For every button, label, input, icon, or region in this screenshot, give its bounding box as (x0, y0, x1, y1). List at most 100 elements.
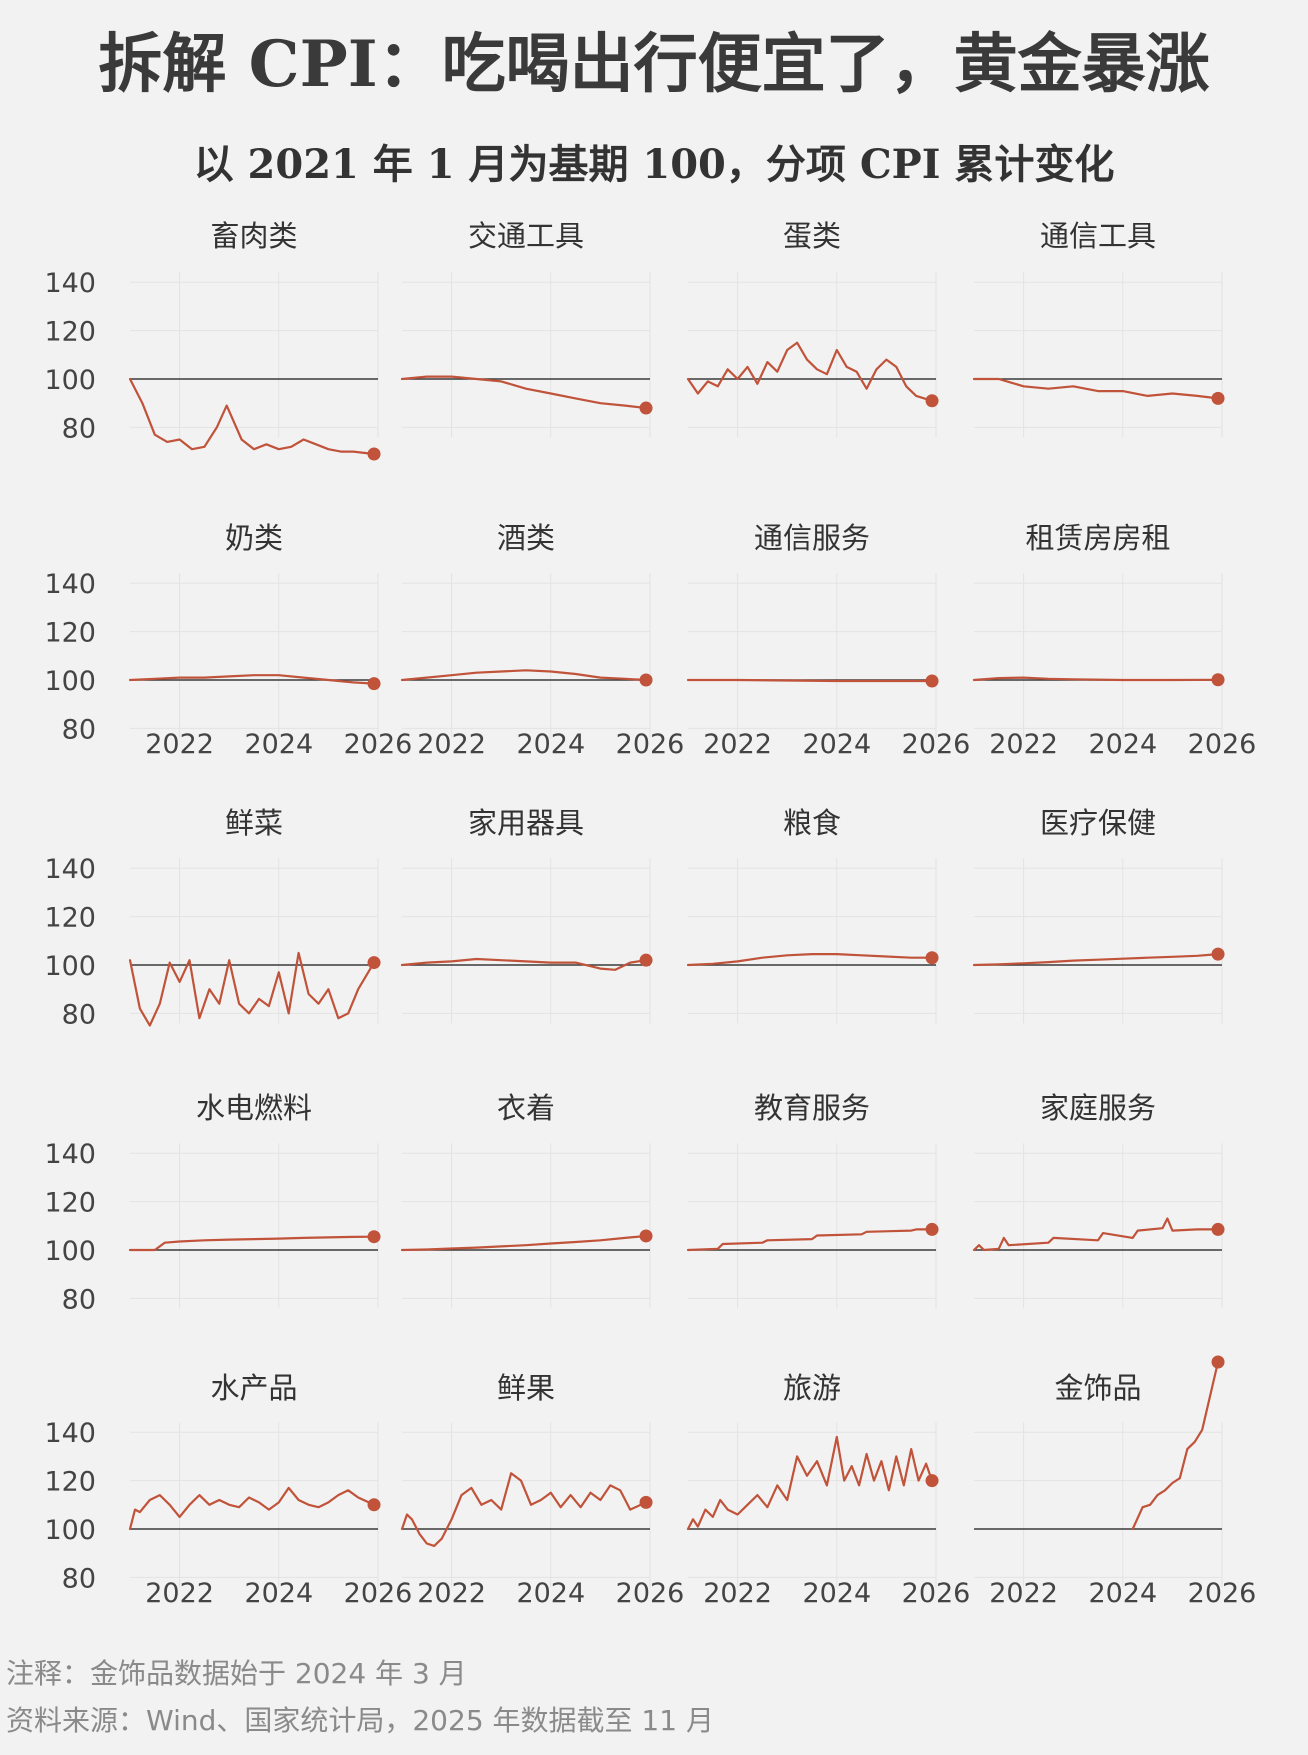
panel-3: 蛋类 (686, 219, 939, 438)
series-end-point (1211, 391, 1225, 405)
series-end-point (925, 951, 939, 965)
panel-14: 衣着 (400, 1091, 653, 1309)
panel-title: 畜肉类 (210, 219, 297, 253)
x-tick-label: 2026 (616, 729, 685, 760)
panel-title: 奶类 (225, 521, 283, 555)
series-end-point (367, 677, 381, 691)
x-tick-label: 2024 (516, 729, 585, 760)
x-tick-label: 2024 (516, 1578, 585, 1609)
footnote: 注释：金饰品数据始于 2024 年 3 月 (6, 1657, 467, 1690)
series-line (972, 676, 1220, 682)
x-tick-label: 2026 (616, 1578, 685, 1609)
panel-title: 衣着 (497, 1091, 555, 1125)
panel-19: 旅游 2022 2024 2026 (686, 1371, 971, 1609)
y-tick-label: 140 (44, 854, 96, 885)
x-tick-label: 2024 (1088, 729, 1157, 760)
panel-20: 金饰品 2022 2024 2026 (974, 1355, 1257, 1609)
series-line (128, 1235, 376, 1252)
series-end-point (925, 674, 939, 688)
x-tick-label: 2022 (145, 1578, 214, 1609)
chart-subtitle: 以 2021 年 1 月为基期 100，分项 CPI 累计变化 (194, 141, 1115, 188)
x-tick-label: 2022 (145, 729, 214, 760)
x-tick-label: 2024 (802, 729, 871, 760)
y-tick-label: 120 (44, 1467, 96, 1498)
panel-title: 金饰品 (1054, 1371, 1141, 1405)
y-tick-label: 100 (44, 951, 96, 982)
series-end-point (367, 1230, 381, 1244)
y-tick-label: 80 (62, 1563, 96, 1594)
panel-title: 鲜果 (497, 1371, 555, 1405)
series-end-point (1211, 947, 1225, 961)
panel-title: 水产品 (210, 1371, 297, 1405)
series-line (1131, 1360, 1220, 1531)
x-tick-label: 2022 (989, 729, 1058, 760)
y-tick-label: 120 (44, 903, 96, 934)
series-end-point (1211, 1222, 1225, 1236)
series-line (400, 1234, 648, 1252)
x-tick-label: 2026 (344, 729, 413, 760)
x-tick-label: 2022 (989, 1578, 1058, 1609)
series-end-point (367, 956, 381, 970)
series-end-point (639, 673, 653, 687)
series-end-point (639, 1229, 653, 1243)
panel-title: 交通工具 (468, 219, 584, 253)
panel-title: 水电燃料 (196, 1091, 312, 1125)
x-tick-label: 2026 (1188, 1578, 1257, 1609)
y-tick-label: 120 (44, 618, 96, 649)
y-tick-label: 120 (44, 317, 96, 348)
x-tick-label: 2022 (417, 729, 486, 760)
panel-17: 水产品 80 100 120 140 2022 2024 2026 (44, 1371, 412, 1609)
x-tick-label: 2026 (902, 729, 971, 760)
y-tick-label: 80 (62, 1284, 96, 1315)
series-end-point (639, 953, 653, 967)
series-line (686, 1228, 934, 1252)
panel-16: 家庭服务 (972, 1091, 1225, 1309)
series-line (400, 375, 648, 410)
series-end-point (1211, 1355, 1225, 1369)
series-line (972, 1217, 1220, 1252)
panel-title: 鲜菜 (225, 806, 283, 840)
panel-title: 家庭服务 (1040, 1091, 1156, 1125)
x-tick-label: 2026 (902, 1578, 971, 1609)
series-line (128, 951, 376, 1027)
y-tick-label: 140 (44, 569, 96, 600)
series-line (128, 1486, 376, 1531)
panel-7: 通信服务 2022 2024 2026 (686, 521, 971, 760)
panel-title: 旅游 (783, 1371, 841, 1405)
y-tick-label: 80 (62, 714, 96, 745)
series-line (972, 952, 1220, 967)
panel-8: 租赁房房租 2022 2024 2026 (972, 521, 1256, 760)
series-line (400, 669, 648, 682)
series-end-point (367, 447, 381, 461)
y-tick-label: 100 (44, 365, 96, 396)
panel-title: 教育服务 (754, 1091, 870, 1125)
series-end-point (1211, 673, 1225, 687)
x-tick-label: 2024 (244, 729, 313, 760)
series-line (128, 674, 376, 685)
series-line (400, 1472, 648, 1548)
panel-6: 酒类 2022 2024 2026 (400, 521, 685, 760)
x-tick-label: 2024 (1088, 1578, 1157, 1609)
panel-13: 水电燃料 80 100 120 140 (44, 1091, 381, 1315)
panel-title: 蛋类 (783, 219, 841, 253)
series-end-point (925, 1474, 939, 1488)
x-tick-label: 2022 (417, 1578, 486, 1609)
y-tick-label: 100 (44, 666, 96, 697)
series-end-point (925, 1222, 939, 1236)
series-end-point (925, 394, 939, 408)
x-tick-label: 2024 (802, 1578, 871, 1609)
y-tick-label: 140 (44, 1418, 96, 1449)
panel-10: 家用器具 (400, 806, 653, 1024)
source-note: 资料来源：Wind、国家统计局，2025 年数据截至 11 月 (6, 1704, 714, 1737)
panel-title: 医疗保健 (1040, 806, 1156, 840)
series-line (400, 957, 648, 971)
series-line (972, 377, 1220, 400)
panel-2: 交通工具 (400, 219, 653, 438)
panel-title: 酒类 (497, 521, 555, 555)
y-tick-label: 140 (44, 268, 96, 299)
series-line (128, 377, 376, 456)
x-tick-label: 2022 (703, 1578, 772, 1609)
y-tick-label: 100 (44, 1236, 96, 1267)
series-line (686, 1435, 934, 1531)
